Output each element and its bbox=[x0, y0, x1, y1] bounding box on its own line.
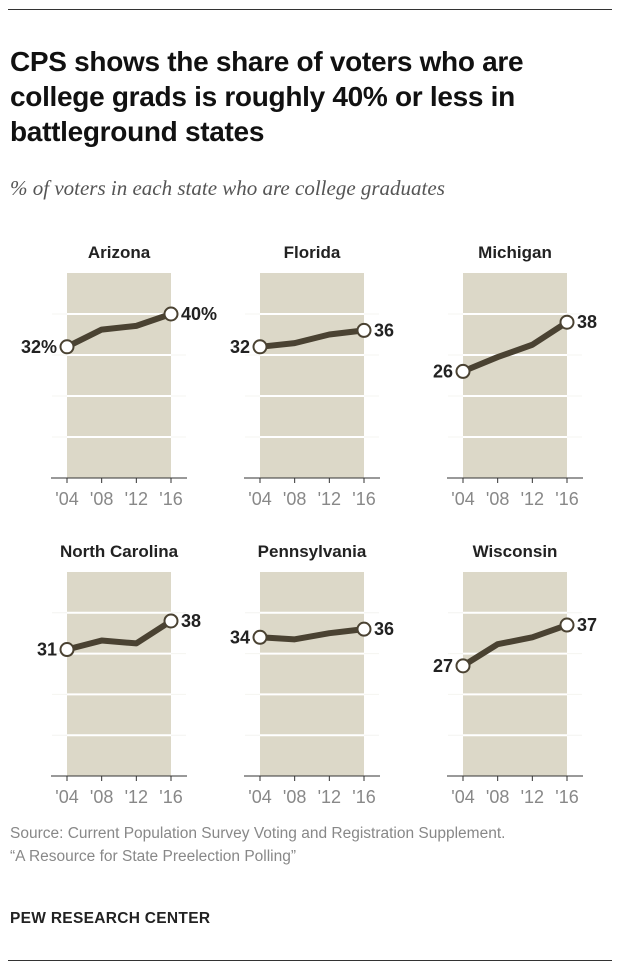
panel-background bbox=[67, 572, 171, 776]
source-line: “A Resource for State Preelection Pollin… bbox=[10, 848, 297, 865]
data-label: 32% bbox=[21, 337, 57, 357]
data-label: 37 bbox=[577, 615, 597, 635]
x-tick-label: '08 bbox=[283, 489, 306, 509]
x-tick-label: '16 bbox=[159, 787, 182, 807]
bottom-rule bbox=[8, 960, 612, 961]
x-tick-label: '04 bbox=[248, 489, 271, 509]
panel-background bbox=[463, 273, 567, 478]
x-tick-label: '16 bbox=[555, 489, 578, 509]
panel-title: Arizona bbox=[88, 243, 151, 262]
brand-logo-text: PEW RESEARCH CENTER bbox=[10, 910, 211, 927]
data-label: 36 bbox=[374, 320, 394, 340]
series-line bbox=[66, 618, 173, 653]
top-rule bbox=[8, 9, 612, 10]
data-label: 31 bbox=[37, 640, 57, 660]
x-tick-label: '04 bbox=[55, 787, 78, 807]
data-label: 36 bbox=[374, 619, 394, 639]
x-tick-label: '12 bbox=[125, 489, 148, 509]
data-point-marker bbox=[59, 339, 75, 355]
x-tick-label: '12 bbox=[521, 787, 544, 807]
data-label: 38 bbox=[577, 312, 597, 332]
x-tick-label: '16 bbox=[159, 489, 182, 509]
x-tick-label: '08 bbox=[90, 489, 113, 509]
series-line bbox=[259, 626, 365, 643]
series-line bbox=[65, 311, 172, 350]
panel-title: Florida bbox=[284, 243, 341, 262]
x-tick-label: '04 bbox=[451, 489, 474, 509]
data-point-marker bbox=[252, 629, 268, 645]
data-point-marker bbox=[163, 613, 179, 629]
panel-title: North Carolina bbox=[60, 542, 179, 561]
x-tick-label: '16 bbox=[555, 787, 578, 807]
x-tick-label: '08 bbox=[90, 787, 113, 807]
data-point-marker bbox=[455, 658, 471, 674]
data-label: 34 bbox=[230, 627, 250, 647]
x-tick-label: '04 bbox=[55, 489, 78, 509]
data-point-marker bbox=[59, 642, 75, 658]
panel-background bbox=[463, 572, 567, 776]
data-point-marker bbox=[559, 314, 575, 330]
panel-title: Wisconsin bbox=[473, 542, 558, 561]
chart-subtitle: % of voters in each state who are colleg… bbox=[10, 176, 445, 200]
series-line bbox=[461, 622, 568, 669]
data-label: 38 bbox=[181, 611, 201, 631]
series-line bbox=[259, 327, 365, 350]
x-tick-label: '12 bbox=[318, 787, 341, 807]
data-label: 26 bbox=[433, 361, 453, 381]
source-note: Source: Current Population Survey Voting… bbox=[10, 822, 570, 868]
x-tick-label: '12 bbox=[318, 489, 341, 509]
x-tick-label: '16 bbox=[352, 489, 375, 509]
data-point-marker bbox=[559, 617, 575, 633]
data-label: 27 bbox=[433, 656, 453, 676]
panel-background bbox=[67, 273, 171, 478]
x-tick-label: '08 bbox=[486, 489, 509, 509]
x-tick-label: '12 bbox=[125, 787, 148, 807]
series-line bbox=[461, 319, 569, 375]
data-point-marker bbox=[455, 363, 471, 379]
panel-background bbox=[260, 572, 364, 776]
data-point-marker bbox=[163, 306, 179, 322]
data-point-marker bbox=[252, 339, 268, 355]
x-tick-label: '08 bbox=[486, 787, 509, 807]
chart-title: CPS shows the share of voters who are co… bbox=[10, 46, 524, 147]
data-point-marker bbox=[356, 621, 372, 637]
x-tick-label: '16 bbox=[352, 787, 375, 807]
source-line: Source: Current Population Survey Voting… bbox=[10, 825, 506, 842]
data-point-marker bbox=[356, 322, 372, 338]
data-label: 32 bbox=[230, 337, 250, 357]
panel-background bbox=[260, 273, 364, 478]
x-tick-label: '04 bbox=[248, 787, 271, 807]
x-tick-label: '04 bbox=[451, 787, 474, 807]
panel-title: Pennsylvania bbox=[258, 542, 367, 561]
x-tick-label: '08 bbox=[283, 787, 306, 807]
panel-title: Michigan bbox=[478, 243, 552, 262]
data-label: 40% bbox=[181, 304, 217, 324]
x-tick-label: '12 bbox=[521, 489, 544, 509]
